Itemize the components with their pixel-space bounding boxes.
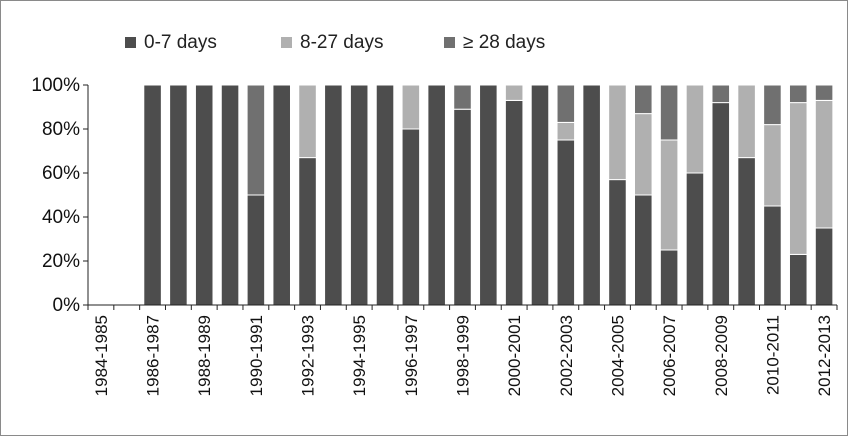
bar-0-7-days-1993-1994 — [324, 84, 343, 306]
x-tick-label: 2000-2001 — [505, 315, 524, 396]
x-tick-label: 1988-1989 — [195, 315, 214, 396]
legend-label-ge-28-days: ≥ 28 days — [463, 32, 545, 53]
bar-0-7-days-2001-2002 — [530, 84, 550, 306]
legend-swatch-ge-28-days — [444, 37, 455, 48]
bar-0-7-days-2002-2003 — [556, 139, 576, 306]
bar-8-27-days-2002-2003 — [556, 121, 576, 141]
bar-8-27-days-1996-1997 — [401, 84, 421, 130]
bar-0-7-days-2006-2007 — [659, 249, 679, 306]
bar-area — [143, 84, 834, 306]
y-tick-label: 40% — [42, 207, 80, 228]
y-tick-label: 100% — [31, 75, 80, 96]
x-tick-label: 2010-2011 — [763, 315, 782, 395]
bar-0-7-days-2010-2011 — [763, 205, 782, 306]
bar-0-7-days-1999-2000 — [479, 84, 498, 306]
x-tick-label: 2002-2003 — [557, 315, 576, 396]
bar-ge-28-days-2005-2006 — [634, 84, 653, 115]
bar-0-7-days-1992-1993 — [298, 157, 317, 306]
bar-ge-28-days-1990-1991 — [246, 84, 266, 196]
bar-8-27-days-2011-2012 — [788, 102, 808, 255]
bar-ge-28-days-2006-2007 — [659, 84, 679, 141]
legend-label-0-7-days: 0-7 days — [144, 32, 217, 53]
bar-0-7-days-1988-1989 — [194, 84, 214, 306]
bar-8-27-days-1992-1993 — [298, 84, 317, 159]
bar-8-27-days-2007-2008 — [685, 84, 705, 174]
x-tick-label: 1992-1993 — [299, 315, 318, 396]
bar-8-27-days-2010-2011 — [763, 124, 782, 207]
bar-0-7-days-2007-2008 — [685, 172, 705, 306]
bar-8-27-days-2009-2010 — [737, 84, 756, 159]
bar-8-27-days-2005-2006 — [634, 113, 653, 196]
bar-0-7-days-1991-1992 — [272, 84, 291, 306]
x-tick-label: 1984-1985 — [92, 315, 111, 396]
legend-label-8-27-days: 8-27 days — [300, 32, 383, 53]
bar-ge-28-days-2008-2009 — [711, 84, 731, 104]
x-tick-label: 2012-2013 — [815, 315, 834, 396]
bar-ge-28-days-2002-2003 — [556, 84, 576, 123]
bar-ge-28-days-1998-1999 — [453, 84, 472, 110]
bar-8-27-days-2006-2007 — [659, 139, 679, 251]
x-tick-label: 1996-1997 — [402, 315, 421, 396]
bar-0-7-days-1990-1991 — [246, 194, 266, 306]
y-tick-label: 20% — [42, 251, 80, 272]
bar-0-7-days-2005-2006 — [634, 194, 653, 306]
bar-0-7-days-2011-2012 — [788, 253, 808, 306]
bar-0-7-days-1997-1998 — [427, 84, 446, 306]
bar-ge-28-days-2011-2012 — [788, 84, 808, 104]
legend-swatch-8-27-days — [281, 37, 292, 48]
bar-0-7-days-2003-2004 — [582, 84, 601, 306]
x-tick-label: 2004-2005 — [608, 315, 627, 396]
bar-0-7-days-1986-1987 — [143, 84, 162, 306]
bar-0-7-days-2004-2005 — [608, 179, 627, 306]
axes: 0% 20% 40% 60% 80% 100% 1984-1985 1986-1987 1988… — [31, 75, 838, 396]
y-tick-label: 0% — [53, 295, 81, 316]
bar-8-27-days-2000-2001 — [504, 84, 524, 101]
x-tick-label: 1994-1995 — [350, 315, 369, 396]
bar-0-7-days-2012-2013 — [814, 227, 834, 306]
bar-0-7-days-2009-2010 — [737, 157, 756, 306]
bar-0-7-days-1989-1990 — [220, 84, 240, 306]
bar-0-7-days-1994-1995 — [349, 84, 369, 306]
legend-swatch-0-7-days — [125, 37, 136, 48]
bar-0-7-days-1987-1988 — [169, 84, 188, 306]
bar-0-7-days-1998-1999 — [453, 108, 472, 306]
x-tick-label: 2006-2007 — [660, 315, 679, 396]
bar-8-27-days-2004-2005 — [608, 84, 627, 181]
bar-0-7-days-2000-2001 — [504, 99, 524, 306]
bar-ge-28-days-2012-2013 — [814, 84, 834, 101]
x-tick-label: 1986-1987 — [144, 315, 163, 396]
bar-ge-28-days-2010-2011 — [763, 84, 782, 126]
bar-0-7-days-1996-1997 — [401, 128, 421, 306]
x-tick-label: 2008-2009 — [712, 315, 731, 396]
x-tick-label: 1998-1999 — [454, 315, 473, 396]
y-tick-label: 60% — [42, 163, 80, 184]
bar-8-27-days-2012-2013 — [814, 99, 834, 229]
y-tick-label: 80% — [42, 119, 80, 140]
bar-0-7-days-2008-2009 — [711, 102, 731, 306]
bar-0-7-days-1995-1996 — [375, 84, 395, 306]
legend: 0-7 days 8-27 days ≥ 28 days — [125, 32, 545, 53]
x-tick-label: 1990-1991 — [247, 315, 266, 396]
